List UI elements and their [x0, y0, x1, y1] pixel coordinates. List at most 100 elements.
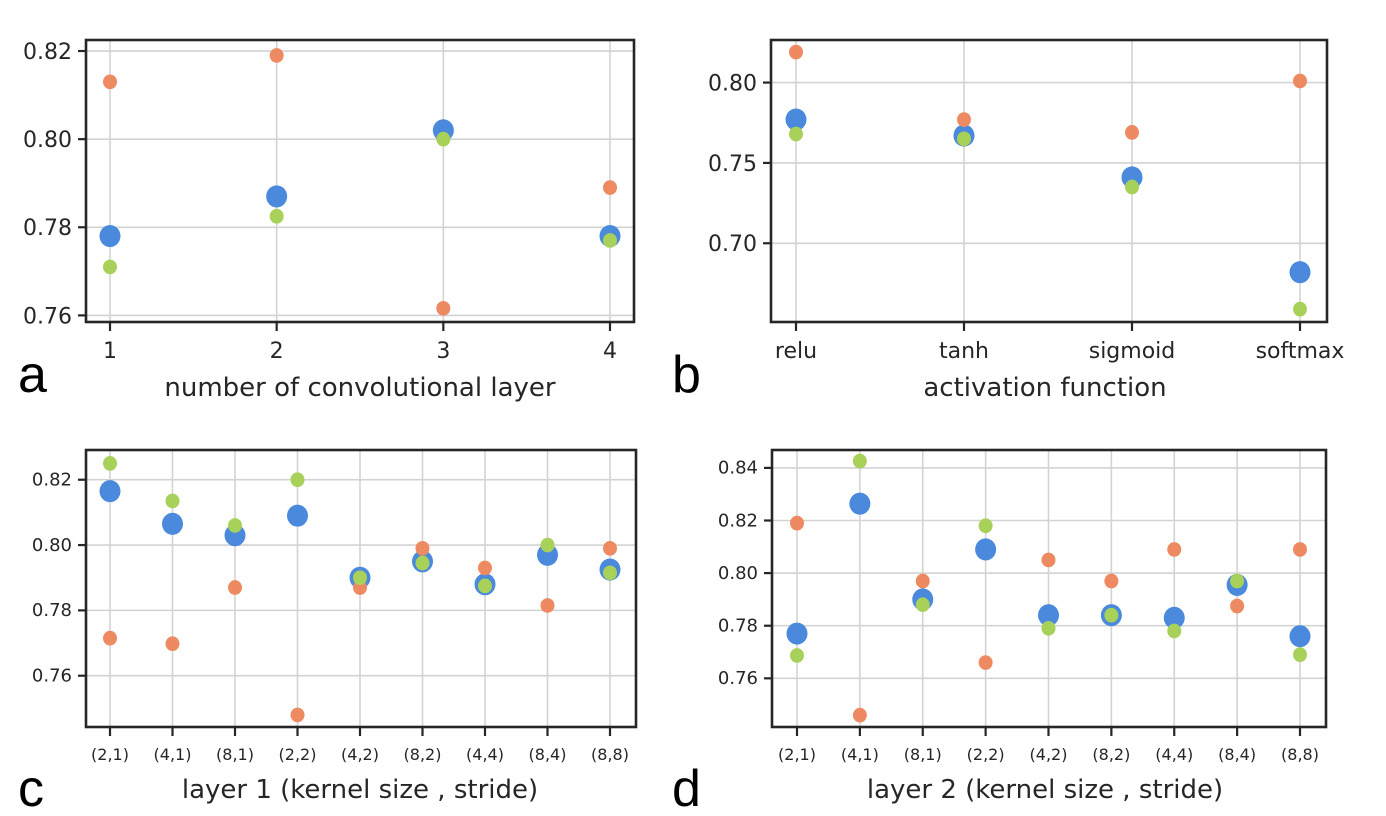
marker-series-green: [540, 537, 555, 553]
marker-series-orange: [1167, 542, 1182, 557]
marker-series-green: [1293, 647, 1307, 663]
marker-series-green: [478, 578, 492, 594]
x-tick-label: (4,2): [1030, 745, 1068, 764]
marker-series-orange: [103, 630, 117, 646]
marker-series-green: [353, 570, 367, 586]
panel-letter: a: [18, 346, 47, 404]
marker-series-orange: [290, 707, 305, 723]
x-tick-label: relu: [775, 339, 817, 364]
marker-series-orange: [436, 300, 451, 316]
marker-series-blue: [1289, 261, 1311, 284]
marker-series-blue: [266, 185, 288, 208]
marker-series-orange: [1041, 552, 1056, 568]
x-axis-label: layer 1 (kernel size , stride): [182, 775, 538, 805]
y-tick-label: 0.76: [23, 304, 72, 329]
y-tick-label: 0.82: [23, 40, 72, 65]
panel-letter: d: [672, 760, 701, 816]
marker-series-blue: [975, 538, 997, 561]
marker-series-green: [1230, 573, 1245, 589]
y-tick-label: 0.80: [32, 535, 72, 556]
marker-series-orange: [415, 540, 430, 556]
marker-series-green: [1041, 621, 1056, 636]
x-tick-label: sigmoid: [1089, 339, 1176, 364]
plot-area: [771, 40, 1327, 322]
x-tick-label: 4: [603, 339, 617, 364]
marker-series-orange: [603, 180, 617, 195]
marker-series-orange: [789, 44, 803, 60]
plot-area: [86, 40, 634, 322]
x-tick-label: tanh: [939, 339, 989, 364]
marker-series-green: [228, 518, 242, 533]
x-tick-label: 3: [436, 339, 450, 364]
marker-series-blue: [1038, 604, 1059, 627]
x-tick-label: 2: [270, 339, 284, 364]
x-tick-label: 1: [103, 339, 117, 364]
x-tick-label: (8,8): [1281, 745, 1319, 764]
x-tick-label: (8,2): [404, 745, 442, 764]
marker-series-orange: [540, 598, 555, 613]
marker-series-orange: [1104, 573, 1119, 589]
y-tick-label: 0.82: [32, 469, 72, 490]
marker-series-green: [1167, 623, 1182, 639]
marker-series-orange: [228, 580, 242, 595]
panel-d: (2,1) (4,1) (8,1) (2,2) (4,2) (8,2) (4,4) (8,4)…: [672, 448, 1328, 816]
marker-series-orange: [915, 573, 930, 589]
axes-frame: [84, 448, 638, 729]
y-tick-label: 0.84: [718, 458, 758, 479]
x-tick-label: (8,4): [1218, 745, 1256, 764]
x-tick-label: (4,1): [841, 745, 879, 764]
marker-series-orange: [852, 707, 867, 723]
marker-series-green: [165, 493, 180, 509]
y-tick-label: 0.76: [718, 668, 758, 689]
x-tick-label: (4,2): [341, 745, 379, 764]
marker-series-green: [103, 456, 117, 471]
marker-series-orange: [269, 48, 284, 63]
y-tick-label: 0.78: [23, 216, 72, 241]
y-tick-label: 0.82: [718, 510, 758, 531]
y-tick-label: 0.80: [708, 72, 757, 97]
marker-series-green: [1125, 179, 1139, 195]
x-tick-label: (2,2): [967, 745, 1005, 764]
marker-series-green: [1293, 301, 1307, 317]
x-tick-label: (8,8): [591, 745, 629, 764]
x-tick-label: (4,1): [154, 745, 192, 764]
axes-frame: [84, 38, 636, 324]
marker-series-green: [852, 453, 867, 469]
marker-series-orange: [1230, 598, 1245, 614]
marker-series-green: [603, 233, 617, 248]
panel-b: relu tanh sigmoid softmax 0.70 0.75 0.80 activa…: [672, 38, 1344, 404]
y-tick-label: 0.75: [708, 152, 757, 177]
marker-series-orange: [478, 560, 492, 576]
x-tick-label: (8,4): [529, 745, 567, 764]
axes-frame: [769, 38, 1329, 324]
axes-frame: [770, 448, 1328, 729]
x-axis-label: activation function: [923, 373, 1166, 403]
marker-series-green: [415, 555, 430, 571]
x-tick-label: (2,1): [91, 745, 129, 764]
panel-c: (2,1) (4,1) (8,1) (2,2) (4,2) (8,2) (4,4) (8,4)…: [18, 448, 638, 816]
marker-series-orange: [1293, 542, 1307, 557]
marker-series-green: [290, 472, 305, 488]
marker-series-green: [603, 565, 617, 581]
marker-series-green: [790, 648, 804, 663]
marker-series-orange: [103, 74, 117, 90]
y-tick-label: 0.80: [718, 563, 758, 584]
marker-series-blue: [849, 492, 871, 515]
marker-series-green: [957, 131, 971, 147]
marker-series-blue: [287, 504, 308, 527]
x-tick-label: (8,2): [1092, 745, 1130, 764]
marker-series-orange: [165, 636, 180, 652]
marker-series-blue: [162, 512, 183, 535]
x-tick-label: (2,1): [778, 745, 816, 764]
marker-series-orange: [978, 655, 993, 670]
y-tick-label: 0.78: [32, 600, 72, 621]
marker-series-orange: [790, 515, 804, 531]
y-tick-label: 0.70: [708, 232, 757, 257]
y-tick-label: 0.78: [718, 615, 758, 636]
panel-a: 1 2 3 4 0.76 0.78 0.80 0.82 number of convolutio…: [18, 38, 636, 404]
marker-series-green: [103, 259, 117, 275]
x-axis-label: number of convolutional layer: [164, 373, 556, 403]
marker-series-blue: [786, 622, 808, 645]
marker-series-green: [915, 597, 930, 613]
